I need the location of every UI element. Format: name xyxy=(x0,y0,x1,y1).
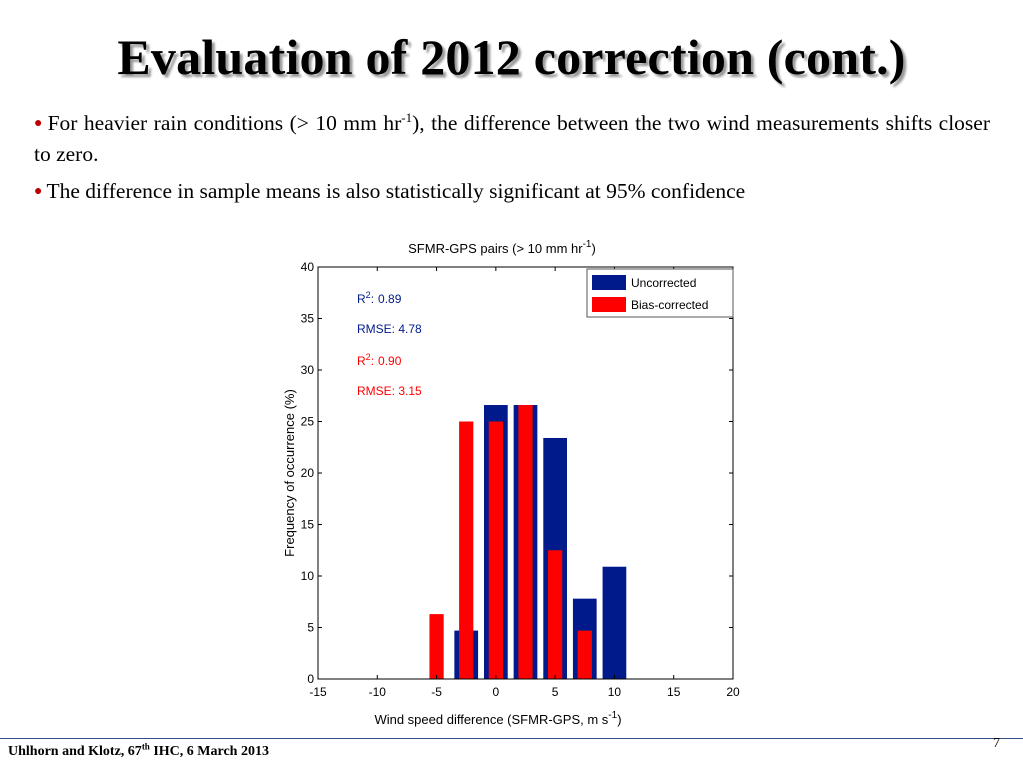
x-tick-label: 15 xyxy=(667,685,681,699)
y-tick-label: 40 xyxy=(301,260,315,274)
bullet-text-continued: ), the difference between the two wind m… xyxy=(34,111,991,166)
x-tick-label: -15 xyxy=(309,685,327,699)
bar-bias-corrected xyxy=(429,614,444,679)
x-tick-label: 0 xyxy=(493,685,500,699)
y-tick-label: 35 xyxy=(301,312,315,326)
bar-bias-corrected xyxy=(577,630,592,679)
x-tick-label: 5 xyxy=(552,685,559,699)
legend-swatch-uncorrected xyxy=(592,275,626,290)
y-tick-label: 0 xyxy=(307,672,314,686)
bullet-text: For heavier rain conditions (> 10 mm hr xyxy=(47,111,402,135)
y-tick-label: 5 xyxy=(307,621,314,635)
rmse-uncorrected-annotation: RMSE: 4.78 xyxy=(357,322,422,336)
x-tick-label: -5 xyxy=(431,685,442,699)
bar-bias-corrected xyxy=(548,550,563,679)
y-tick-label: 15 xyxy=(301,518,315,532)
bullet-item: ● For heavier rain conditions (> 10 mm hr… xyxy=(34,108,990,169)
bullet-dot-icon: ● xyxy=(34,116,44,131)
bar-bias-corrected xyxy=(488,421,503,679)
rmse-bias-corrected-annotation: RMSE: 3.15 xyxy=(357,384,422,398)
histogram-svg: SFMR-GPS pairs (> 10 mm hr-1) Wind speed… xyxy=(282,239,740,727)
slide-title: Evaluation of 2012 correction (cont.) xyxy=(117,29,906,85)
chart-legend: Uncorrected Bias-corrected xyxy=(586,268,734,318)
legend-label-uncorrected: Uncorrected xyxy=(631,276,696,290)
histogram-chart: SFMR-GPS pairs (> 10 mm hr-1) Wind speed… xyxy=(180,229,850,734)
bar-bias-corrected xyxy=(518,405,533,679)
x-tick-label: 20 xyxy=(726,685,740,699)
bar-bias-corrected xyxy=(459,421,474,679)
bar-uncorrected xyxy=(602,566,627,679)
y-tick-label: 10 xyxy=(301,569,315,583)
x-axis-label: Wind speed difference (SFMR-GPS, m s-1) xyxy=(374,710,621,727)
bullet-list: ● For heavier rain conditions (> 10 mm hr… xyxy=(34,108,990,214)
y-tick-label: 30 xyxy=(301,363,315,377)
r2-uncorrected-annotation: R2: 0.89 xyxy=(357,290,402,306)
legend-label-bias-corrected: Bias-corrected xyxy=(631,298,708,312)
footer-divider xyxy=(0,738,1023,739)
chart-title: SFMR-GPS pairs (> 10 mm hr-1) xyxy=(408,239,596,256)
r2-bias-corrected-annotation: R2: 0.90 xyxy=(357,352,402,368)
bullet-dot-icon: ● xyxy=(34,184,43,199)
x-tick-label: 10 xyxy=(608,685,622,699)
bullet-superscript: -1 xyxy=(401,109,413,125)
footer-citation: Uhlhorn and Klotz, 67th IHC, 6 March 201… xyxy=(8,741,269,759)
x-tick-label: -10 xyxy=(369,685,387,699)
bullet-text: The difference in sample means is also s… xyxy=(46,179,746,203)
y-axis-label: Frequency of occurrence (%) xyxy=(282,389,297,557)
bullet-item: ● The difference in sample means is also … xyxy=(34,176,990,207)
page-number: 7 xyxy=(993,736,1000,751)
y-tick-label: 25 xyxy=(301,415,315,429)
y-tick-label: 20 xyxy=(301,466,315,480)
legend-swatch-bias-corrected xyxy=(592,297,626,312)
